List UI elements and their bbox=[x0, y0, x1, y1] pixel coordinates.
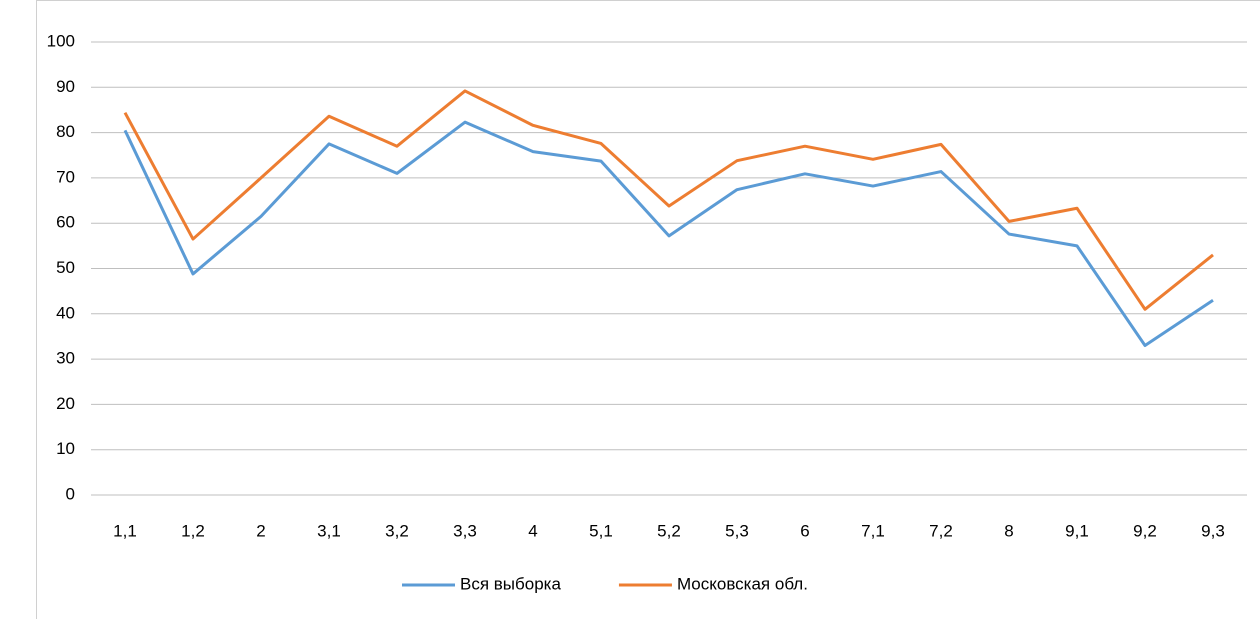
y-tick-label: 30 bbox=[56, 349, 75, 368]
y-tick-label: 40 bbox=[56, 303, 75, 322]
x-tick-label: 5,1 bbox=[589, 521, 613, 540]
y-tick-label: 100 bbox=[47, 31, 75, 50]
x-tick-label: 7,1 bbox=[861, 521, 885, 540]
x-tick-label: 6 bbox=[800, 521, 809, 540]
legend-label: Вся выборка bbox=[460, 574, 561, 593]
chart-border bbox=[36, 0, 1260, 619]
y-tick-label: 20 bbox=[56, 394, 75, 413]
x-tick-label: 9,1 bbox=[1065, 521, 1089, 540]
x-tick-label: 3,1 bbox=[317, 521, 341, 540]
x-tick-label: 4 bbox=[528, 521, 537, 540]
y-tick-label: 90 bbox=[56, 77, 75, 96]
y-tick-label: 10 bbox=[56, 439, 75, 458]
x-tick-label: 9,2 bbox=[1133, 521, 1157, 540]
x-tick-label: 9,3 bbox=[1201, 521, 1225, 540]
x-tick-label: 2 bbox=[256, 521, 265, 540]
legend-label: Московская обл. bbox=[677, 574, 808, 593]
y-tick-label: 60 bbox=[56, 213, 75, 232]
x-tick-label: 3,2 bbox=[385, 521, 409, 540]
x-tick-label: 8 bbox=[1004, 521, 1013, 540]
x-tick-label: 5,3 bbox=[725, 521, 749, 540]
x-tick-label: 5,2 bbox=[657, 521, 681, 540]
x-tick-label: 7,2 bbox=[929, 521, 953, 540]
data-line bbox=[123, 120, 1214, 348]
y-tick-label: 0 bbox=[66, 484, 75, 503]
x-tick-label: 3,3 bbox=[453, 521, 477, 540]
y-tick-label: 70 bbox=[56, 167, 75, 186]
data-line bbox=[123, 89, 1214, 311]
x-tick-label: 1,2 bbox=[181, 521, 205, 540]
x-tick-label: 1,1 bbox=[113, 521, 137, 540]
y-tick-label: 50 bbox=[56, 258, 75, 277]
y-tick-label: 80 bbox=[56, 122, 75, 141]
